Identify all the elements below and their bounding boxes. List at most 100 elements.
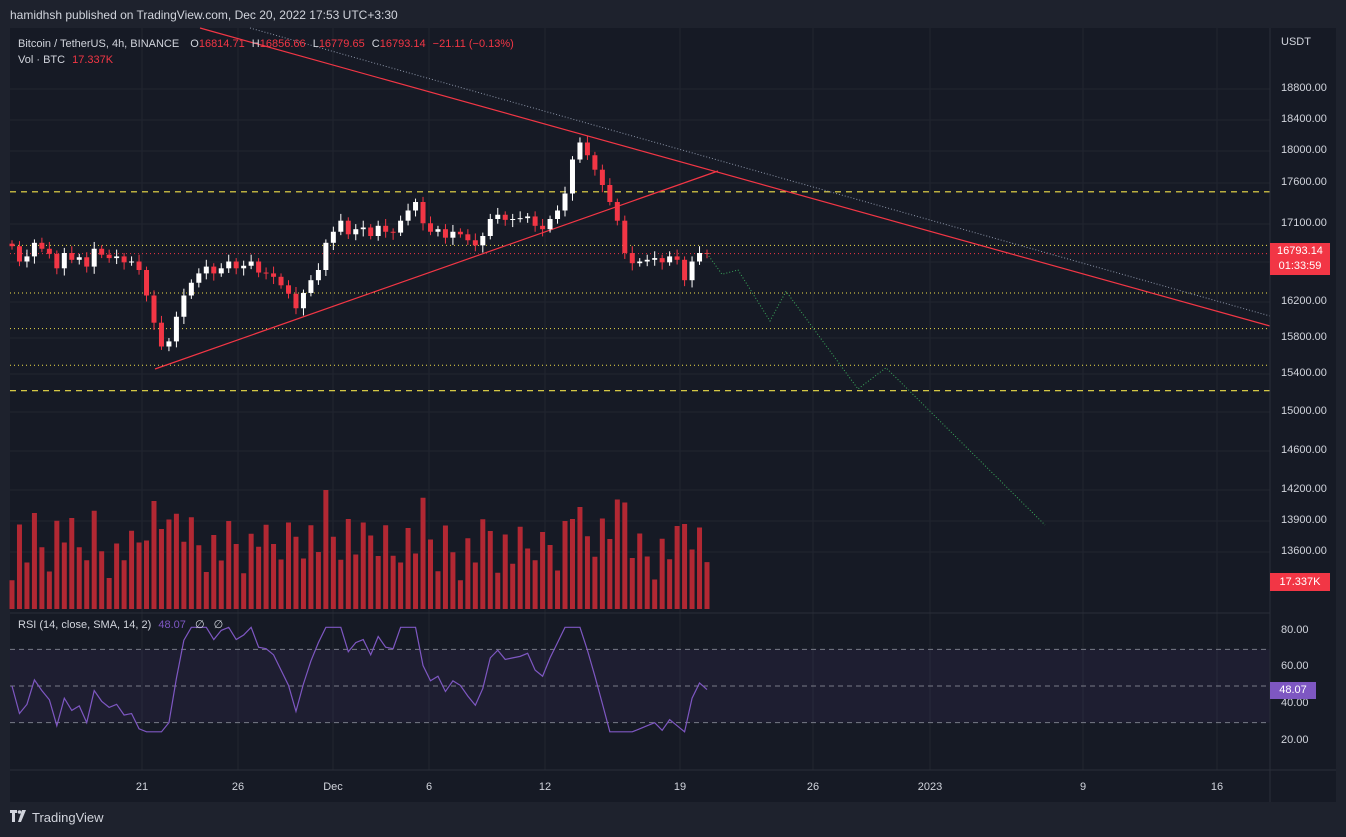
- rsi-title[interactable]: RSI (14, close, SMA, 14, 2): [18, 619, 152, 631]
- change-value: −21.11 (−0.13%): [432, 38, 514, 50]
- last-price-badge: 16793.14 01:33:59: [1270, 243, 1330, 275]
- candle-body: [338, 220, 344, 232]
- candle-body: [24, 256, 30, 262]
- rsi-legend: RSI (14, close, SMA, 14, 2) 48.07 ∅ ∅: [18, 618, 223, 631]
- candle-body: [286, 285, 292, 294]
- volume-bars: [9, 490, 710, 609]
- candle-body: [181, 295, 187, 317]
- volume-bar: [450, 552, 456, 609]
- volume-bar: [390, 555, 396, 609]
- publisher-line: hamidhsh published on TradingView.com, D…: [10, 8, 398, 22]
- candle-body: [353, 229, 359, 235]
- candle-body: [151, 295, 157, 323]
- last-price-value: 16793.14: [1277, 245, 1323, 257]
- rsi-tick-label: 80.00: [1281, 624, 1309, 636]
- volume-bar: [674, 526, 680, 609]
- candle-body: [465, 234, 471, 241]
- candle-body: [173, 316, 179, 342]
- candle-body: [629, 253, 635, 264]
- open-label: O: [190, 38, 199, 50]
- volume-bar: [510, 563, 516, 609]
- volume-bar: [427, 539, 433, 609]
- volume-bar: [465, 538, 471, 609]
- candle-body: [592, 155, 598, 170]
- volume-bar: [555, 570, 561, 609]
- volume-bar: [622, 502, 628, 609]
- volume-bar: [46, 571, 52, 609]
- volume-bar: [271, 544, 277, 609]
- candle-body: [450, 231, 456, 238]
- candle-body: [480, 236, 486, 246]
- volume-bar: [457, 580, 463, 609]
- volume-bar: [69, 518, 75, 609]
- volume-bar: [442, 525, 448, 609]
- volume-bar: [480, 519, 486, 609]
- chart-frame[interactable]: [10, 28, 1336, 802]
- volume-bar: [338, 559, 344, 609]
- volume-bar: [61, 542, 67, 609]
- candle-body: [9, 243, 15, 247]
- volume-bar: [293, 536, 299, 609]
- candle-body: [637, 261, 643, 264]
- descending-trendline-dotted: [249, 27, 1271, 317]
- candle-body: [659, 258, 665, 263]
- volume-bar: [211, 535, 217, 609]
- footer[interactable]: TradingView: [10, 810, 104, 825]
- volume-bar: [24, 562, 30, 609]
- currency-label[interactable]: USDT: [1281, 36, 1311, 48]
- candle-body: [360, 227, 366, 230]
- candle-body: [99, 248, 105, 255]
- high-label: H: [251, 38, 260, 50]
- candle-body: [61, 253, 67, 269]
- price-tick-label: 15800.00: [1281, 331, 1327, 343]
- price-tick-label: 13900.00: [1281, 514, 1327, 526]
- candle-body: [368, 227, 374, 236]
- candle-body: [241, 265, 247, 269]
- close-label: C: [371, 38, 380, 50]
- candle-body: [54, 253, 60, 269]
- volume-bar: [256, 546, 262, 609]
- volume-bar: [644, 556, 650, 609]
- time-tick-label: 26: [231, 781, 245, 793]
- candle-body: [547, 219, 553, 230]
- candle-body: [69, 253, 75, 260]
- volume-bar: [599, 518, 605, 609]
- candlesticks: [9, 135, 710, 352]
- candle-body: [375, 225, 381, 236]
- candle-body: [517, 218, 523, 220]
- price-tick-label: 18000.00: [1281, 144, 1327, 156]
- price-tick-label: 15400.00: [1281, 367, 1327, 379]
- candle-body: [405, 210, 411, 221]
- descending-trendline: [199, 27, 1271, 327]
- candle-body: [330, 231, 336, 243]
- volume-bar: [652, 579, 658, 609]
- volume-bar: [91, 510, 97, 609]
- symbol-legend: Bitcoin / TetherUS, 4h, BINANCE O16814.7…: [18, 36, 514, 68]
- volume-bar: [592, 556, 598, 609]
- candle-body: [674, 256, 680, 260]
- volume-bar: [517, 526, 523, 609]
- candle-body: [704, 253, 710, 254]
- volume-bar: [31, 513, 37, 609]
- time-tick-label: Dec: [323, 781, 343, 793]
- volume-bar: [577, 507, 583, 609]
- candle-body: [136, 261, 142, 270]
- volume-bar: [203, 572, 209, 609]
- volume-bar: [413, 553, 419, 609]
- symbol-title[interactable]: Bitcoin / TetherUS, 4h, BINANCE: [18, 38, 180, 50]
- candle-body: [263, 272, 269, 274]
- volume-bar: [181, 541, 187, 609]
- time-tick-label: 12: [538, 781, 552, 793]
- volume-bar: [547, 545, 553, 609]
- time-tick-label: 16: [1210, 781, 1224, 793]
- candle-body: [114, 256, 120, 259]
- trend-lines: [154, 27, 1271, 370]
- rsi-line: [11, 626, 708, 733]
- volume-label[interactable]: Vol · BTC: [18, 54, 66, 66]
- volume-bar: [248, 533, 254, 609]
- volume-bar: [420, 497, 426, 609]
- volume-bar: [398, 562, 404, 609]
- time-tick-label: 9: [1079, 781, 1087, 793]
- volume-bar: [353, 554, 359, 609]
